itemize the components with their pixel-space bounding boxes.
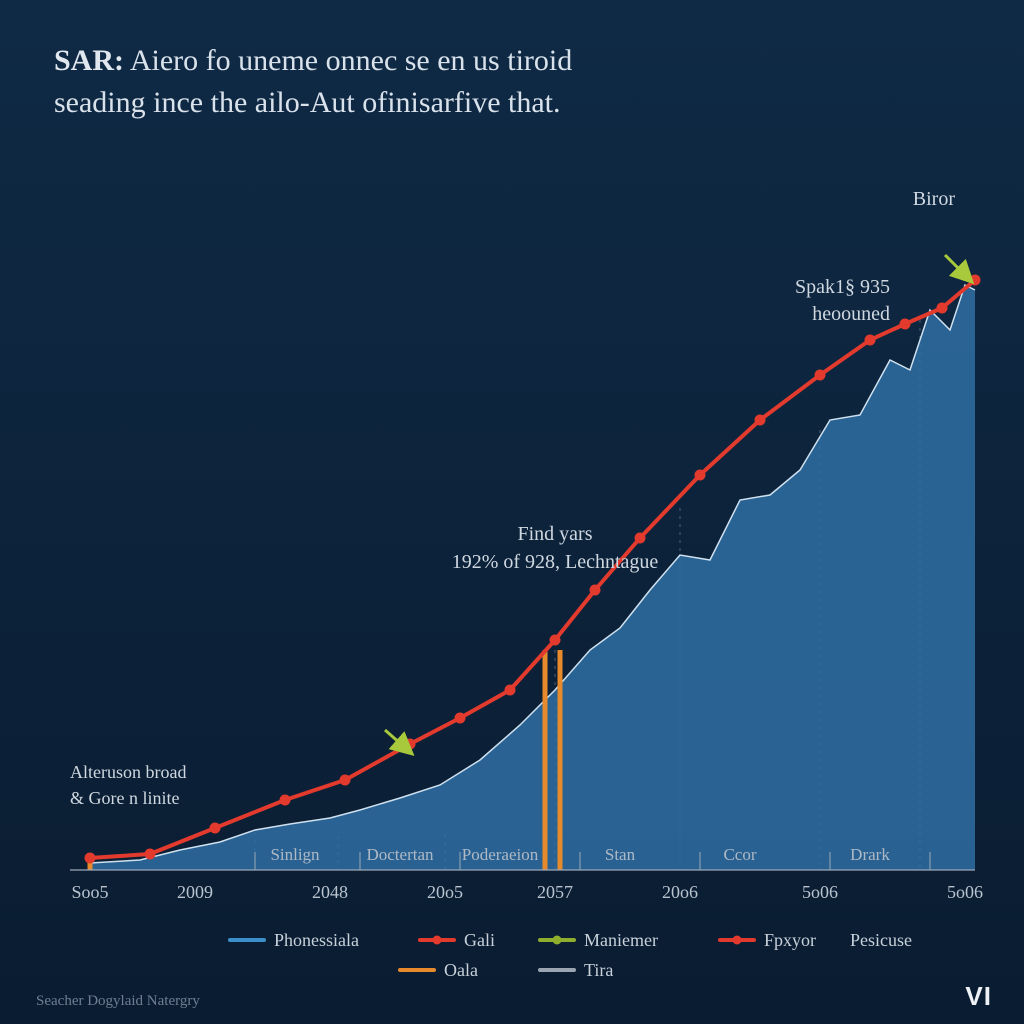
svg-text:2048: 2048 [312, 882, 348, 902]
annotation-spak-line1: Spak1§ 935 [795, 276, 890, 298]
footer-credit: Seacher Dogylaid Natergry [36, 993, 200, 1009]
svg-text:20o5: 20o5 [427, 882, 463, 902]
svg-text:20o6: 20o6 [662, 882, 698, 902]
annotation-alt-line1: Alteruson broad [70, 762, 186, 782]
svg-text:Oala: Oala [444, 960, 478, 980]
svg-text:Gali: Gali [464, 930, 495, 950]
svg-text:Maniemer: Maniemer [584, 930, 658, 950]
svg-text:Drark: Drark [850, 845, 890, 864]
svg-text:2009: 2009 [177, 882, 213, 902]
annotation-biror: Biror [913, 188, 956, 210]
annotation-spak-line2: heoouned [812, 303, 890, 325]
svg-text:Poderaeion: Poderaeion [462, 845, 539, 864]
svg-text:Sinlign: Sinlign [270, 845, 320, 864]
svg-text:Tira: Tira [584, 960, 613, 980]
line-area-chart: SAR: Aiero fo uneme onnec se en us tiroi… [0, 0, 1024, 1024]
svg-text:Doctertan: Doctertan [366, 845, 434, 864]
svg-text:Stan: Stan [605, 845, 636, 864]
chart-title-line2: seading ince the ailo-Aut ofinisarfive t… [54, 86, 561, 119]
svg-text:Pesicuse: Pesicuse [850, 930, 912, 950]
svg-text:Phonessiala: Phonessiala [274, 930, 359, 950]
annotation-find-line2: 192% of 928, Lechntague [452, 551, 659, 573]
annotation-alt-line2: & Gore n linite [70, 788, 179, 808]
svg-text:2057: 2057 [537, 882, 573, 902]
svg-text:Soo5: Soo5 [71, 882, 108, 902]
chart-title-line1: SAR: Aiero fo uneme onnec se en us tiroi… [54, 44, 572, 77]
svg-text:Fpxyor: Fpxyor [764, 930, 816, 950]
svg-text:5o06: 5o06 [947, 882, 983, 902]
brand-logo: VI [965, 981, 992, 1011]
annotation-find-line1: Find yars [518, 523, 593, 545]
svg-text:5o06: 5o06 [802, 882, 838, 902]
svg-text:Ccor: Ccor [723, 845, 756, 864]
